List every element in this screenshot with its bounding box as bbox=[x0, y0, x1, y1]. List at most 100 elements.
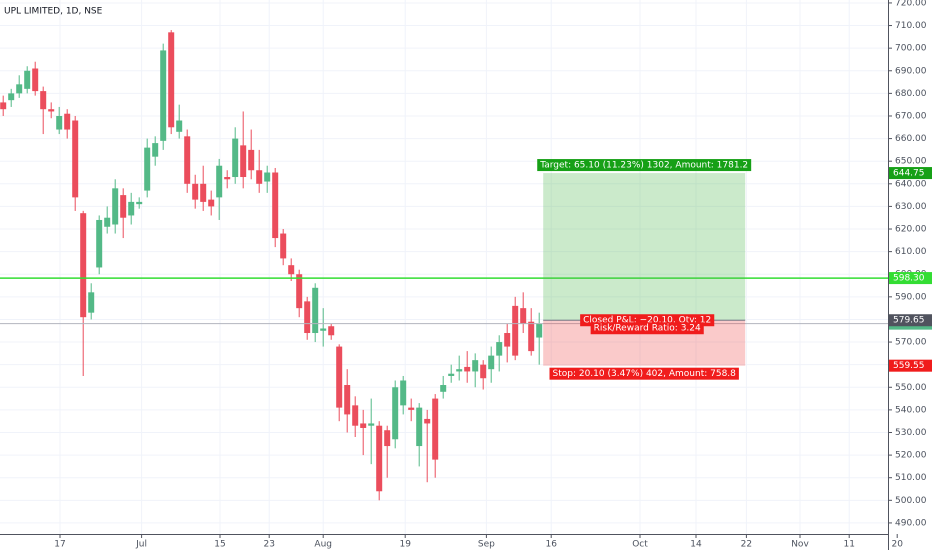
position-label-bg bbox=[537, 159, 752, 172]
candle-body bbox=[232, 138, 239, 178]
x-tick-label: 22 bbox=[741, 540, 752, 550]
candle-body bbox=[392, 387, 399, 440]
candle-body bbox=[400, 380, 407, 406]
y-tick-label: 510.00 bbox=[895, 473, 927, 483]
y-tick-label: 680.00 bbox=[895, 89, 927, 99]
candle-body bbox=[48, 109, 55, 112]
candle-body bbox=[408, 407, 415, 410]
candle-body bbox=[104, 217, 111, 227]
candle-body bbox=[288, 265, 295, 275]
candle-body bbox=[64, 113, 71, 130]
grid bbox=[0, 0, 888, 534]
x-tick-label: Jul bbox=[135, 540, 147, 550]
y-tick-label: 620.00 bbox=[895, 225, 927, 235]
candle-body bbox=[280, 233, 287, 259]
candle-body bbox=[240, 145, 247, 178]
x-tick-label: 23 bbox=[263, 540, 274, 550]
candle-body bbox=[352, 405, 359, 426]
candle-body bbox=[256, 170, 263, 184]
candle-body bbox=[432, 398, 439, 460]
candle-body bbox=[144, 147, 151, 191]
y-tick-label: 530.00 bbox=[895, 428, 927, 438]
x-tick-label: 11 bbox=[843, 540, 854, 550]
candle-body bbox=[200, 183, 207, 202]
x-tick-label: Nov bbox=[791, 540, 809, 550]
candle-body bbox=[0, 102, 7, 110]
candle-body bbox=[304, 301, 311, 334]
y-tick-label: 700.00 bbox=[895, 44, 927, 54]
x-tick-label: 19 bbox=[399, 540, 411, 550]
candle-body bbox=[32, 68, 39, 92]
candle-body bbox=[16, 84, 23, 94]
x-tick-label: 16 bbox=[545, 540, 557, 550]
candle-body bbox=[312, 287, 319, 334]
y-tick-label: 690.00 bbox=[895, 66, 927, 76]
candle-body bbox=[320, 328, 327, 331]
y-tick-label: 550.00 bbox=[895, 383, 927, 393]
candle-body bbox=[480, 364, 487, 379]
candle-body bbox=[88, 292, 95, 313]
candle-body bbox=[456, 369, 463, 372]
plot-area: Target: 65.10 (11.23%) 1302, Amount: 178… bbox=[0, 30, 888, 501]
position-label-bg bbox=[590, 322, 704, 335]
candle-body bbox=[440, 385, 447, 392]
y-tick-label: 720.00 bbox=[895, 0, 927, 8]
price-label-bg bbox=[889, 314, 932, 327]
candle-body bbox=[168, 32, 175, 128]
candle-body bbox=[464, 366, 471, 372]
candle-body bbox=[184, 136, 191, 184]
position-label-bg bbox=[549, 367, 739, 380]
y-tick-label: 660.00 bbox=[895, 134, 927, 144]
price-label: 598.30 bbox=[893, 274, 925, 284]
chart-title: UPL LIMITED, 1D, NSE bbox=[4, 7, 103, 17]
position-label: Stop: 20.10 (3.47%) 402, Amount: 758.8 bbox=[553, 369, 737, 379]
y-tick-label: 670.00 bbox=[895, 111, 927, 121]
position-label: Target: 65.10 (11.23%) 1302, Amount: 178… bbox=[539, 161, 748, 171]
candle-body bbox=[416, 407, 423, 447]
candle-body bbox=[112, 188, 119, 225]
candle-body bbox=[152, 143, 159, 157]
candle-body bbox=[160, 50, 167, 141]
x-tick-label: 17 bbox=[54, 540, 65, 550]
y-tick-label: 570.00 bbox=[895, 338, 927, 348]
candle-body bbox=[272, 172, 279, 239]
candle-body bbox=[136, 201, 143, 205]
candle-body bbox=[336, 346, 343, 408]
price-label: 644.75 bbox=[893, 169, 925, 179]
candle-body bbox=[328, 326, 335, 336]
y-tick-label: 590.00 bbox=[895, 292, 927, 302]
candle-body bbox=[376, 425, 383, 492]
candle-body bbox=[384, 430, 391, 447]
candle-body bbox=[40, 91, 47, 110]
candle-body bbox=[72, 120, 79, 198]
candle-body bbox=[120, 195, 127, 218]
candle-body bbox=[512, 305, 519, 356]
x-tick-label: Oct bbox=[632, 540, 648, 550]
y-tick-label: 540.00 bbox=[895, 405, 927, 415]
candle-body bbox=[248, 149, 255, 171]
price-label: 559.55 bbox=[893, 361, 925, 371]
x-tick-label: 20 bbox=[891, 540, 903, 550]
price-label-bg bbox=[889, 359, 932, 372]
profit-zone bbox=[543, 173, 746, 321]
candle-body bbox=[224, 177, 231, 180]
y-tick-label: 490.00 bbox=[895, 518, 927, 528]
y-tick-label: 710.00 bbox=[895, 21, 927, 31]
x-tick-label: 14 bbox=[690, 540, 702, 550]
axes: 490.00 500.00 510.00 520.00 530.00 540.00 550.… bbox=[54, 0, 932, 550]
x-tick-label: Aug bbox=[314, 540, 332, 550]
price-label-bg bbox=[889, 167, 932, 180]
x-tick-label: 15 bbox=[214, 540, 225, 550]
candle-body bbox=[24, 70, 31, 89]
candle-body bbox=[520, 308, 527, 324]
candle-body bbox=[80, 213, 87, 318]
y-tick-label: 650.00 bbox=[895, 157, 927, 167]
y-tick-label: 610.00 bbox=[895, 247, 927, 257]
candle-body bbox=[504, 333, 511, 347]
candle-body bbox=[8, 93, 15, 101]
y-tick-label: 640.00 bbox=[895, 179, 927, 189]
price-label: 579.65 bbox=[893, 316, 925, 326]
candle-body bbox=[96, 219, 103, 268]
